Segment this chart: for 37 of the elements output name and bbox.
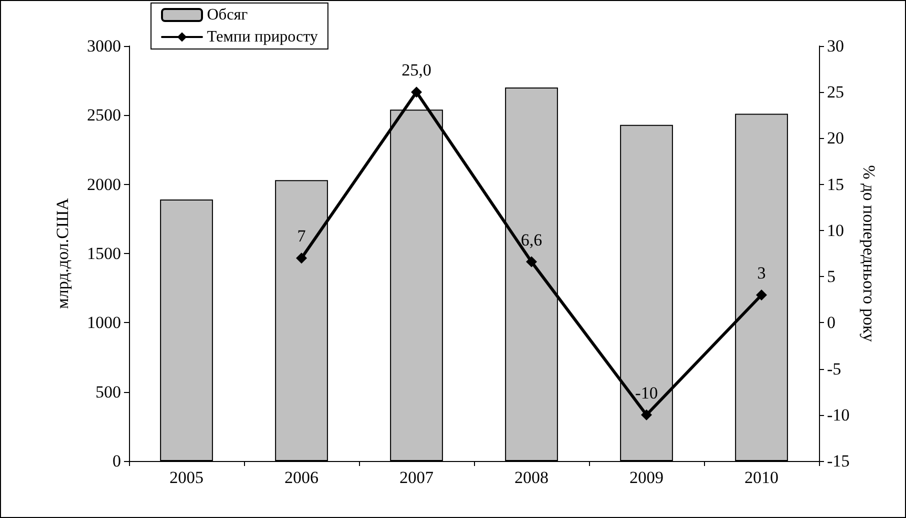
x-tick-label: 2009: [630, 468, 664, 487]
data-label: 7: [297, 226, 306, 246]
y2-tick-label: 30: [827, 36, 844, 56]
y2-tick-label: 10: [827, 220, 844, 240]
y-tick-label: 2000: [87, 174, 121, 194]
y2-tick-label: -5: [827, 359, 842, 378]
data-label: -10: [635, 383, 658, 402]
y-axis-title: млрд.дол.США: [53, 197, 72, 309]
y-tick-label: 1500: [87, 244, 121, 263]
y2-tick-label: 25: [827, 82, 844, 102]
y-tick-label: 2500: [87, 106, 121, 125]
y-tick-label: 1000: [87, 313, 121, 332]
x-tick-label: 2008: [514, 468, 548, 487]
point: [526, 256, 537, 268]
legend-label: Обсяг: [207, 6, 248, 24]
y-tick-label: 0: [112, 452, 121, 470]
y2-tick-label: -10: [827, 405, 850, 424]
point: [296, 252, 307, 264]
x-tick-label: 2006: [284, 468, 318, 487]
data-label: 3: [757, 264, 766, 282]
point: [641, 409, 652, 420]
y2-axis-title: % до попереднього року: [860, 165, 879, 342]
data-label: 6,6: [520, 230, 542, 250]
legend-label: Темпи приросту: [207, 28, 318, 46]
x-tick-label: 2010: [744, 468, 778, 487]
y2-tick-label: 5: [827, 267, 836, 286]
x-tick-label: 2005: [170, 468, 204, 487]
y2-tick-label: 0: [827, 313, 836, 332]
y-tick-label: 3000: [87, 36, 121, 56]
y-tick-label: 500: [96, 382, 121, 402]
point: [411, 86, 422, 98]
x-tick-label: 2007: [400, 468, 434, 487]
y2-tick-label: 15: [827, 174, 844, 194]
y2-tick-label: -15: [827, 452, 850, 470]
point: [756, 290, 767, 300]
y2-tick-label: 20: [827, 128, 844, 148]
data-label: 25,0: [402, 60, 432, 80]
